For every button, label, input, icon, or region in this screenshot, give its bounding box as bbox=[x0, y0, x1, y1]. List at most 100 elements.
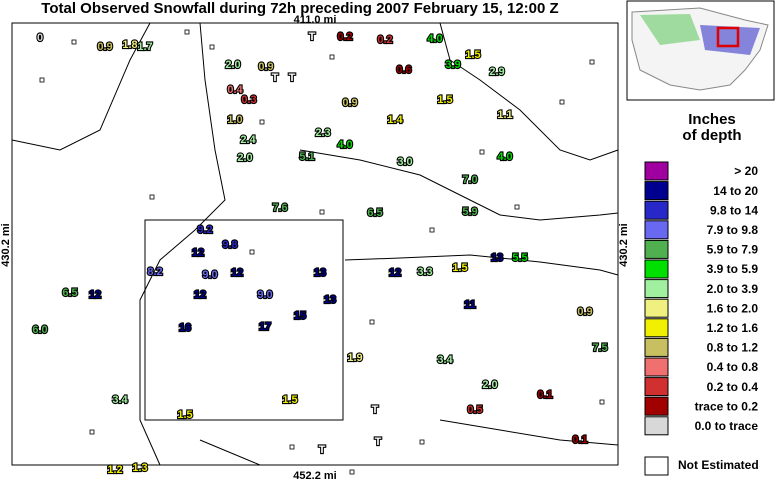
inset-map bbox=[626, 0, 775, 101]
legend-label: 3.9 to 5.9 bbox=[707, 262, 759, 276]
state-line bbox=[139, 22, 226, 466]
station-value: 9.2 bbox=[197, 224, 212, 236]
station-value: 5.1 bbox=[299, 151, 314, 163]
not-estimated-station bbox=[319, 209, 325, 215]
station-value: 0.2 bbox=[377, 34, 392, 46]
station-value: 13 bbox=[324, 294, 336, 306]
legend-label: 0.4 to 0.8 bbox=[707, 360, 759, 374]
station-value: 1.2 bbox=[107, 464, 122, 476]
not-estimated-station bbox=[369, 319, 375, 325]
not-estimated-swatch bbox=[644, 456, 669, 476]
station-value: 4.0 bbox=[337, 139, 352, 151]
station-value: 13 bbox=[491, 252, 503, 264]
station-value: 0.6 bbox=[396, 64, 411, 76]
station-value: 0.9 bbox=[97, 41, 112, 53]
station-value: 1.4 bbox=[387, 114, 403, 126]
legend-swatch bbox=[644, 181, 669, 201]
legend-swatch bbox=[644, 279, 669, 299]
not-estimated-station bbox=[39, 77, 45, 83]
not-estimated-station bbox=[599, 399, 605, 405]
legend-label: > 20 bbox=[734, 164, 758, 178]
inner-region bbox=[144, 219, 344, 421]
not-estimated-label: Not Estimated bbox=[678, 458, 759, 472]
map-frame bbox=[11, 22, 619, 466]
not-estimated-station bbox=[419, 439, 425, 445]
station-value: 0.3 bbox=[241, 94, 256, 106]
station-value: T bbox=[319, 444, 326, 456]
station-value: T bbox=[289, 72, 296, 84]
not-estimated-station bbox=[589, 59, 595, 65]
not-estimated-station bbox=[89, 429, 95, 435]
station-value: 0.9 bbox=[577, 306, 592, 318]
station-value: 5.5 bbox=[512, 252, 527, 264]
state-line bbox=[344, 254, 619, 276]
not-estimated-station bbox=[559, 99, 565, 105]
legend-label: 9.8 to 14 bbox=[710, 203, 758, 217]
station-value: 0.1 bbox=[572, 434, 587, 446]
station-value: 1.8 bbox=[122, 39, 137, 51]
not-estimated-station bbox=[71, 39, 77, 45]
station-value: 2.9 bbox=[489, 66, 504, 78]
station-value: 12 bbox=[192, 247, 204, 259]
station-value: 1.7 bbox=[137, 41, 152, 53]
boundaries bbox=[11, 22, 619, 466]
shoreline bbox=[11, 22, 151, 151]
not-estimated-station bbox=[429, 227, 435, 233]
legend-title: of depth bbox=[682, 127, 741, 144]
right-scale: 430.2 mi bbox=[618, 223, 630, 266]
legend-swatch bbox=[644, 298, 669, 318]
legend-title: Inches bbox=[688, 111, 736, 128]
station-value: 12 bbox=[231, 267, 243, 279]
station-value: 9.8 bbox=[222, 239, 237, 251]
station-value: 8.2 bbox=[147, 266, 162, 278]
top-scale: 411.0 mi bbox=[294, 14, 337, 26]
station-value: T bbox=[372, 404, 379, 416]
station-value: 1.0 bbox=[227, 114, 242, 126]
station-value: 11 bbox=[464, 299, 476, 311]
not-estimated-station bbox=[479, 149, 485, 155]
legend-label: 5.9 to 7.9 bbox=[707, 243, 759, 257]
station-value: T bbox=[375, 436, 382, 448]
shoreline bbox=[439, 22, 619, 161]
legend-label: 0.2 to 0.4 bbox=[707, 380, 759, 394]
station-value: 1.5 bbox=[452, 262, 467, 274]
not-estimated-station bbox=[184, 29, 190, 35]
legend-swatch bbox=[644, 318, 669, 338]
station-value: 2.0 bbox=[237, 152, 252, 164]
bottom-scale: 452.2 mi bbox=[293, 470, 336, 482]
station-value: 7.6 bbox=[272, 202, 287, 214]
station-value: 6.5 bbox=[367, 207, 382, 219]
legend-label: 14 to 20 bbox=[713, 184, 758, 198]
station-value: 7.0 bbox=[462, 174, 477, 186]
legend-swatch bbox=[644, 200, 669, 220]
station-value: 5.9 bbox=[462, 206, 477, 218]
station-value: 0.4 bbox=[227, 84, 243, 96]
station-value: 3.4 bbox=[437, 354, 453, 366]
legend-label: 1.6 to 2.0 bbox=[707, 301, 759, 315]
not-estimated-station bbox=[514, 204, 520, 210]
station-value: 2.3 bbox=[315, 127, 330, 139]
station-value: 15 bbox=[294, 310, 306, 322]
station-value: 1.5 bbox=[437, 94, 452, 106]
legend-swatch bbox=[644, 220, 669, 240]
station-value: 9.0 bbox=[202, 269, 217, 281]
map-title: Total Observed Snowfall during 72h prece… bbox=[41, 0, 558, 17]
station-value: 0.1 bbox=[537, 389, 552, 401]
legend-swatch bbox=[644, 161, 669, 181]
station-value: 6.5 bbox=[62, 287, 77, 299]
legend-label: 0.8 to 1.2 bbox=[707, 341, 759, 355]
not-estimated-station bbox=[259, 119, 265, 125]
station-value: 4.0 bbox=[427, 33, 442, 45]
legend-label: 0.0 to trace bbox=[695, 419, 759, 433]
station-value: 1.5 bbox=[282, 394, 297, 406]
state-line bbox=[439, 419, 619, 446]
station-value: 4.0 bbox=[497, 151, 512, 163]
station-value: 3.9 bbox=[445, 59, 460, 71]
legend-label: 7.9 to 9.8 bbox=[707, 223, 759, 237]
not-estimated-station bbox=[249, 249, 255, 255]
station-value: 2.4 bbox=[240, 134, 256, 146]
station-value: 1.3 bbox=[132, 462, 147, 474]
station-value: 0.2 bbox=[337, 31, 352, 43]
station-value: 3.0 bbox=[397, 156, 412, 168]
station-value: 1.9 bbox=[347, 352, 362, 364]
